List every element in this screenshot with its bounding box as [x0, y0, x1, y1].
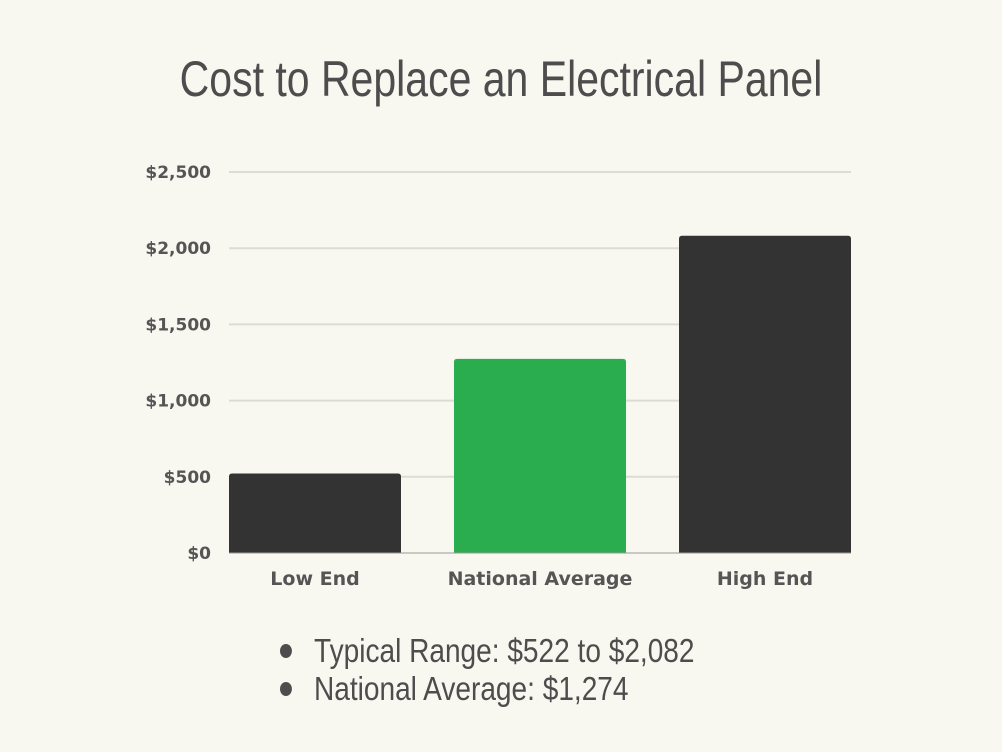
national-average-text: National Average: $1,274	[314, 670, 629, 707]
x-tick-label: National Average	[448, 568, 633, 590]
bullet-icon	[280, 644, 292, 658]
bullet-icon	[280, 682, 292, 696]
bar	[454, 358, 626, 553]
bar	[229, 473, 401, 553]
summary-list: Typical Range: $522 to $2,082 National A…	[280, 632, 695, 708]
y-tick-label: $0	[187, 544, 211, 564]
summary-item: National Average: $1,274	[280, 670, 695, 708]
typical-range-text: Typical Range: $522 to $2,082	[314, 632, 695, 669]
y-tick-label: $1,500	[145, 315, 211, 335]
y-tick-label: $1,000	[145, 392, 211, 412]
x-tick-label: Low End	[270, 568, 359, 590]
y-tick-label: $2,500	[145, 163, 211, 183]
summary-item: Typical Range: $522 to $2,082	[280, 632, 695, 670]
x-tick-label: High End	[717, 568, 813, 590]
bar	[679, 235, 851, 554]
y-tick-label: $500	[164, 468, 211, 488]
chart-title: Cost to Replace an Electrical Panel	[179, 51, 823, 107]
y-tick-label: $2,000	[145, 239, 211, 259]
